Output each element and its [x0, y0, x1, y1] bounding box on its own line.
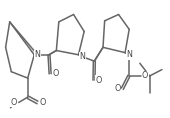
Text: O: O [39, 98, 46, 107]
Text: O: O [11, 98, 17, 107]
Text: O: O [142, 72, 148, 80]
Text: O: O [114, 84, 121, 93]
Text: O: O [52, 69, 58, 78]
Text: O: O [96, 76, 102, 85]
Text: N: N [126, 50, 132, 59]
Text: N: N [35, 50, 40, 59]
Text: N: N [80, 52, 86, 61]
